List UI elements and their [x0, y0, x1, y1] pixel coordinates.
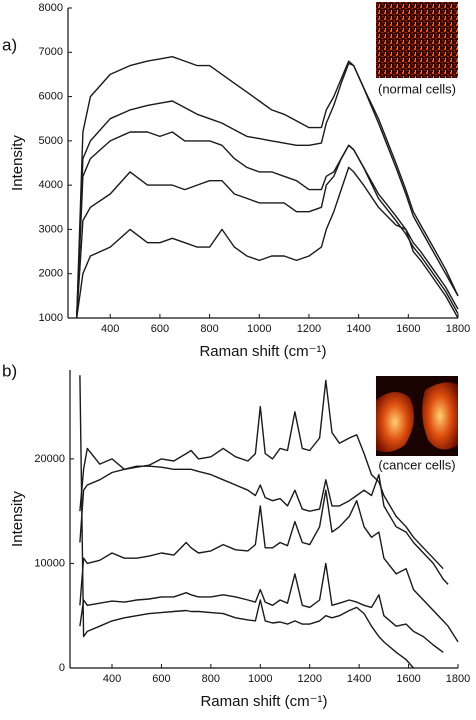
- x-tick-label: 1800: [446, 323, 470, 335]
- spectrum-line: [79, 489, 459, 643]
- x-tick-label: 1600: [396, 323, 420, 335]
- x-tick-label: 1200: [297, 323, 321, 335]
- x-tick-label: 1600: [396, 673, 420, 685]
- spectrum-line: [79, 562, 444, 653]
- y-tick-label: 7000: [39, 46, 63, 58]
- spectrum-line: [76, 131, 459, 319]
- spectrum-line: [76, 166, 459, 319]
- y-tick-label: 10000: [34, 557, 65, 569]
- x-tick-label: 400: [101, 323, 119, 335]
- x-tick-label: 1800: [446, 673, 470, 685]
- panel-label: a): [2, 35, 17, 54]
- x-tick-label: 600: [151, 323, 169, 335]
- y-tick-label: 8000: [39, 2, 63, 14]
- x-tick-label: 400: [103, 673, 121, 685]
- x-tick-label: 1400: [346, 323, 370, 335]
- y-tick-label: 0: [59, 662, 65, 674]
- y-axis-label: Intensity: [9, 135, 26, 191]
- x-tick-label: 1000: [248, 673, 272, 685]
- inset-image: [376, 2, 458, 78]
- inset-label: (cancer cells): [378, 457, 455, 472]
- inset-label: (normal cells): [378, 81, 456, 96]
- cell-shape: [376, 391, 414, 453]
- y-tick-label: 1000: [39, 312, 63, 324]
- spectrum-line: [76, 56, 459, 319]
- y-axis-label: Intensity: [9, 491, 26, 547]
- spectrum-line: [79, 375, 415, 669]
- y-tick-label: 2000: [39, 268, 63, 280]
- spectrum-line: [79, 465, 449, 585]
- y-tick-label: 4000: [39, 179, 63, 191]
- x-axis-label: Raman shift (cm⁻¹): [199, 343, 326, 360]
- x-tick-label: 800: [202, 673, 220, 685]
- x-tick-label: 600: [152, 673, 170, 685]
- y-tick-label: 20000: [34, 453, 65, 465]
- x-tick-label: 1400: [347, 673, 371, 685]
- panel-label: b): [2, 361, 17, 380]
- inset-cancer: [376, 376, 458, 456]
- y-tick-label: 6000: [39, 90, 63, 102]
- x-tick-label: 1200: [297, 673, 321, 685]
- x-axis-label: Raman shift (cm⁻¹): [200, 693, 327, 710]
- x-tick-label: 1000: [247, 323, 271, 335]
- y-tick-label: 5000: [39, 135, 63, 147]
- y-tick-label: 3000: [39, 223, 63, 235]
- cell-shape: [422, 382, 458, 450]
- spectrum-line: [76, 62, 459, 319]
- x-tick-label: 800: [200, 323, 218, 335]
- inset-normal: [376, 2, 458, 78]
